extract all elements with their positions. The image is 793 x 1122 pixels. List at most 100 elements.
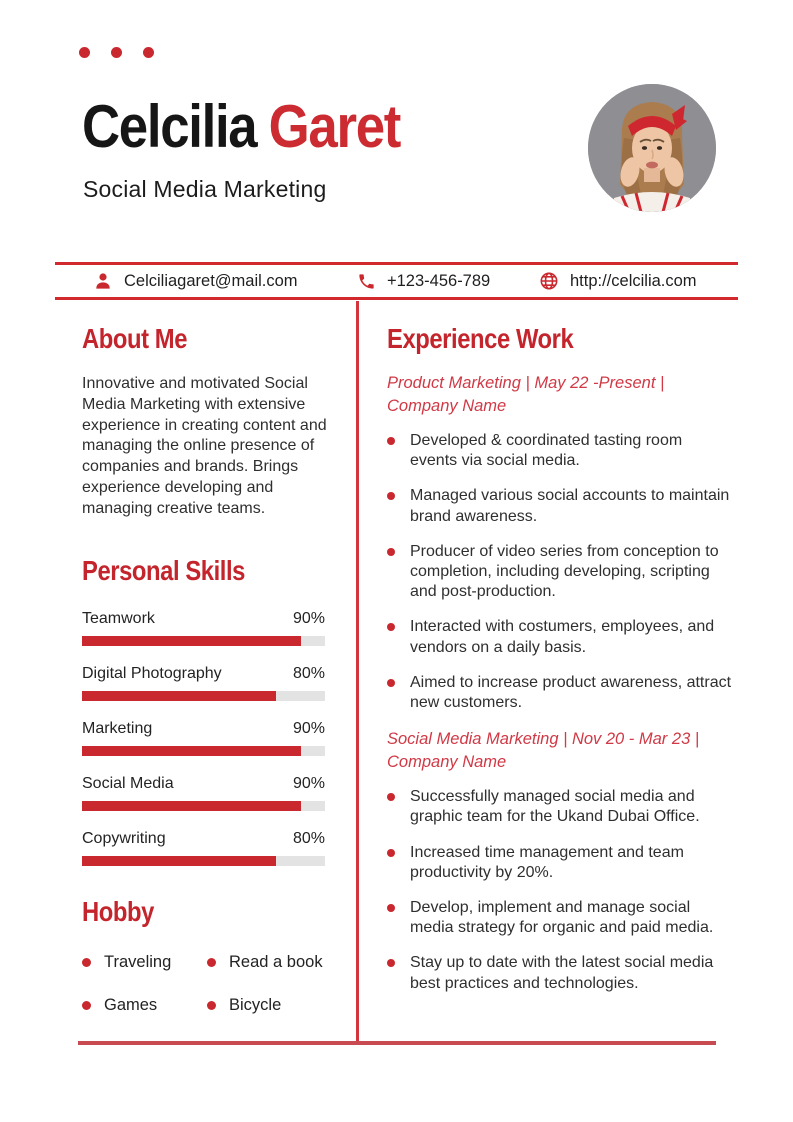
skill-item: Marketing 90% — [82, 720, 325, 756]
job-bullet-text: Develop, implement and manage social med… — [410, 899, 714, 937]
hobby-item: Bicycle — [207, 996, 342, 1015]
skill-bar-track — [82, 856, 325, 866]
skill-bar-fill — [82, 856, 277, 866]
person-last-name: Garet — [268, 93, 402, 160]
contact-phone[interactable]: +123-456-789 — [357, 265, 490, 297]
phone-icon — [359, 273, 374, 289]
job-bullet-text: Increased time management and team produ… — [410, 843, 684, 881]
bullet-icon — [387, 492, 395, 501]
person-icon — [96, 273, 110, 289]
decor-dots — [79, 47, 154, 58]
job-bullet: Increased time management and team produ… — [387, 843, 739, 883]
globe-icon — [540, 272, 558, 290]
skill-item: Social Media 90% — [82, 775, 325, 811]
job-bullet: Developed & coordinated tasting room eve… — [387, 431, 739, 471]
decor-dot — [143, 47, 154, 58]
bullet-icon — [207, 1001, 216, 1010]
job-bullet-list: Developed & coordinated tasting room eve… — [387, 431, 739, 713]
job-bullet: Managed various social accounts to maint… — [387, 486, 739, 526]
section-skills: Personal Skills Teamwork 90% Digital Pho… — [82, 556, 325, 885]
hobby-label: Read a book — [229, 953, 323, 971]
skill-percent: 90% — [292, 720, 325, 737]
bullet-icon — [387, 623, 395, 632]
hobby-item: Read a book — [207, 953, 342, 972]
job-bullet: Successfully managed social media and gr… — [387, 787, 739, 827]
section-hobby: Hobby Traveling Read a book Games Bicycl… — [82, 897, 342, 1015]
hobby-label: Traveling — [104, 953, 172, 971]
hobby-grid: Traveling Read a book Games Bicycle — [82, 953, 342, 1015]
job-bullet: Aimed to increase product awareness, att… — [387, 673, 739, 713]
bullet-icon — [387, 959, 395, 968]
skill-bar-track — [82, 691, 325, 701]
bullet-icon — [387, 848, 395, 857]
profile-photo — [588, 84, 716, 212]
job-bullet: Interacted with costumers, employees, an… — [387, 617, 739, 657]
hobby-label: Bicycle — [229, 996, 282, 1014]
skill-label: Social Media — [82, 775, 174, 792]
skill-bar-track — [82, 746, 325, 756]
bullet-icon — [387, 547, 395, 556]
contact-bar: Celciliagaret@mail.com +123-456-789 http… — [55, 262, 738, 300]
skill-label: Marketing — [82, 720, 153, 737]
skill-bar-track — [82, 636, 325, 646]
hobby-label: Games — [104, 996, 158, 1014]
skill-percent: 90% — [292, 610, 325, 627]
job-bullet-text: Aimed to increase product awareness, att… — [410, 673, 732, 712]
job-bullet: Develop, implement and manage social med… — [387, 898, 739, 938]
decor-dot — [79, 47, 90, 58]
contact-email-text: Celciliagaret@mail.com — [124, 271, 298, 290]
contact-email[interactable]: Celciliagaret@mail.com — [93, 265, 298, 297]
about-heading: About Me — [82, 323, 188, 354]
column-divider — [356, 301, 359, 1042]
bullet-icon — [387, 678, 395, 687]
skill-percent: 90% — [292, 775, 325, 792]
bullet-icon — [82, 958, 91, 967]
job-title-line: Company Name — [387, 753, 507, 772]
bullet-icon — [82, 1001, 91, 1010]
bullet-icon — [207, 958, 216, 967]
hobby-item: Games — [82, 996, 207, 1015]
job-bullet-text: Stay up to date with the latest social m… — [410, 954, 714, 992]
skill-bar-fill — [82, 636, 301, 646]
job-title-line: Social Media Marketing | Nov 20 - Mar 23… — [387, 730, 700, 749]
skill-bar-fill — [82, 746, 301, 756]
job-bullet: Producer of video series from conception… — [387, 542, 739, 603]
contact-website[interactable]: http://celcilia.com — [539, 265, 697, 297]
bullet-icon — [387, 793, 395, 802]
job-bullet-text: Developed & coordinated tasting room eve… — [410, 432, 683, 470]
bottom-rule — [78, 1041, 716, 1045]
about-text: Innovative and motivated Social Media Ma… — [82, 375, 327, 517]
job-title: Product Marketing | May 22 -Present | Co… — [387, 372, 739, 418]
job-bullet-list: Successfully managed social media and gr… — [387, 787, 739, 994]
contact-phone-text: +123-456-789 — [387, 271, 491, 290]
skills-heading: Personal Skills — [82, 555, 245, 586]
skill-item: Digital Photography 80% — [82, 665, 325, 701]
decor-dot — [111, 47, 122, 58]
section-experience: Experience Work Product Marketing | May … — [387, 324, 739, 1009]
job-title-line: Product Marketing | May 22 -Present | — [387, 374, 665, 392]
job-title-line: Company Name — [387, 397, 507, 415]
skill-bar-track — [82, 801, 325, 811]
person-first-name: Celcilia — [82, 93, 258, 160]
profile-photo-illustration — [588, 84, 716, 212]
job-bullet-text: Managed various social accounts to maint… — [410, 487, 730, 525]
job-bullet-text: Producer of video series from conception… — [410, 542, 719, 601]
job-bullet: Stay up to date with the latest social m… — [387, 953, 739, 993]
job-bullet-text: Successfully managed social media and gr… — [410, 788, 700, 826]
skill-list: Teamwork 90% Digital Photography 80% — [82, 610, 325, 866]
job-title: Social Media Marketing | Nov 20 - Mar 23… — [387, 728, 739, 774]
skill-percent: 80% — [292, 830, 325, 847]
experience-heading: Experience Work — [387, 323, 574, 354]
contact-website-text: http://celcilia.com — [570, 271, 697, 290]
skill-bar-fill — [82, 801, 301, 811]
skill-item: Teamwork 90% — [82, 610, 325, 646]
bullet-icon — [387, 437, 395, 445]
person-name: Celcilia Garet — [82, 93, 402, 160]
hobby-item: Traveling — [82, 953, 207, 972]
skill-label: Teamwork — [82, 610, 155, 627]
skill-bar-fill — [82, 691, 277, 701]
section-about: About Me Innovative and motivated Social… — [82, 324, 338, 520]
job-bullet-text: Interacted with costumers, employees, an… — [410, 618, 715, 656]
hobby-heading: Hobby — [82, 896, 154, 927]
